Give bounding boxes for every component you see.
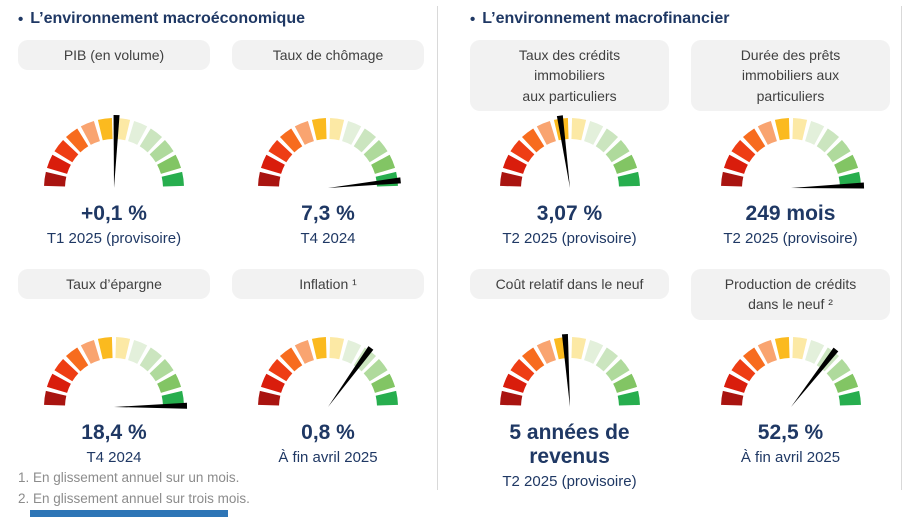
pill-wrap: Inflation ¹ [232, 269, 424, 327]
indicator-label: Taux de chômage [232, 40, 424, 71]
indicator-label: Coût relatif dans le neuf [470, 269, 669, 300]
section-title-macroeconomique: • L’environnement macroéconomique [18, 10, 424, 28]
indicator-value: 7,3 % [301, 202, 355, 225]
section-macroeconomique: • L’environnement macroéconomique PIB (e… [0, 0, 438, 517]
indicator-period: À fin avril 2025 [740, 449, 841, 467]
indicator-value: 3,07 % [536, 202, 603, 225]
indicator-period: T1 2025 (provisoire) [46, 230, 182, 248]
pill-wrap: PIB (en volume) [18, 40, 210, 108]
indicator-card-chomage: Taux de chômage 7,3 % T4 2024 [232, 40, 424, 247]
pill-wrap: Durée des prêts immobiliers aux particul… [691, 40, 890, 111]
gauge-dial [495, 331, 645, 413]
indicator-value: 52,5 % [757, 421, 824, 445]
indicator-value: 0,8 % [301, 421, 355, 445]
gauge-dial [716, 112, 866, 194]
indicator-period: T2 2025 (provisoire) [502, 230, 637, 248]
indicator-card-inflation: Inflation ¹ 0,8 % À fin avril 2025 [232, 269, 424, 466]
pill-wrap: Taux des crédits immobiliers aux particu… [470, 40, 669, 111]
pill-wrap: Coût relatif dans le neuf [470, 269, 669, 327]
gauge-dial [716, 331, 866, 413]
indicator-label: Inflation ¹ [232, 269, 424, 300]
pill-wrap: Taux d’épargne [18, 269, 210, 327]
footer-accent-bar [30, 510, 228, 517]
gauge-dial [39, 331, 189, 413]
indicator-period: T4 2024 [86, 449, 142, 467]
indicator-card-taux-credits: Taux des crédits immobiliers aux particu… [470, 40, 669, 247]
indicator-label: Taux des crédits immobiliers aux particu… [470, 40, 669, 111]
indicator-card-production-credits: Production de crédits dans le neuf ² 52,… [691, 269, 890, 490]
footnote-1: 1. En glissement annuel sur un mois. [18, 470, 240, 485]
bullet-icon: • [470, 10, 476, 28]
indicator-period: À fin avril 2025 [278, 449, 378, 467]
indicator-card-epargne: Taux d’épargne 18,4 % T4 2024 [18, 269, 210, 466]
gauge-grid: Taux des crédits immobiliers aux particu… [470, 40, 890, 490]
footnotes: 1. En glissement annuel sur un mois. 2. … [18, 468, 250, 510]
indicator-label: Durée des prêts immobiliers aux particul… [691, 40, 890, 111]
gauge-dial [39, 112, 189, 194]
indicator-period: T4 2024 [300, 230, 356, 248]
indicator-period: T2 2025 (provisoire) [502, 473, 637, 491]
pill-wrap: Production de crédits dans le neuf ² [691, 269, 890, 327]
gauge-dial [495, 112, 645, 194]
indicator-value: +0,1 % [81, 202, 147, 225]
indicator-label: Production de crédits dans le neuf ² [691, 269, 890, 320]
indicator-period: T2 2025 (provisoire) [723, 230, 858, 248]
indicator-label: Taux d’épargne [18, 269, 210, 300]
section-title-text: L’environnement macrofinancier [482, 10, 730, 27]
section-title-macrofinancier: • L’environnement macrofinancier [470, 10, 890, 28]
indicator-value: 18,4 % [81, 421, 147, 445]
indicator-value: 249 mois [745, 202, 836, 225]
footnote-2: 2. En glissement annuel sur trois mois. [18, 490, 250, 506]
gauge-dial [253, 331, 403, 413]
indicator-card-cout-relatif: Coût relatif dans le neuf 5 années de re… [470, 269, 669, 490]
gauge-grid: PIB (en volume) +0,1 % T1 2025 (provisoi… [18, 40, 424, 466]
right-edge-divider [901, 6, 902, 490]
indicator-value: 5 années de revenus [509, 421, 630, 469]
column-divider [437, 6, 438, 490]
pill-wrap: Taux de chômage [232, 40, 424, 108]
section-title-text: L’environnement macroéconomique [30, 10, 305, 27]
gauge-dial [253, 112, 403, 194]
indicator-label: PIB (en volume) [18, 40, 210, 71]
indicator-card-duree-prets: Durée des prêts immobiliers aux particul… [691, 40, 890, 247]
section-macrofinancier: • L’environnement macrofinancier Taux de… [438, 0, 904, 517]
indicator-card-pib: PIB (en volume) +0,1 % T1 2025 (provisoi… [18, 40, 210, 247]
bullet-icon: • [18, 10, 24, 28]
